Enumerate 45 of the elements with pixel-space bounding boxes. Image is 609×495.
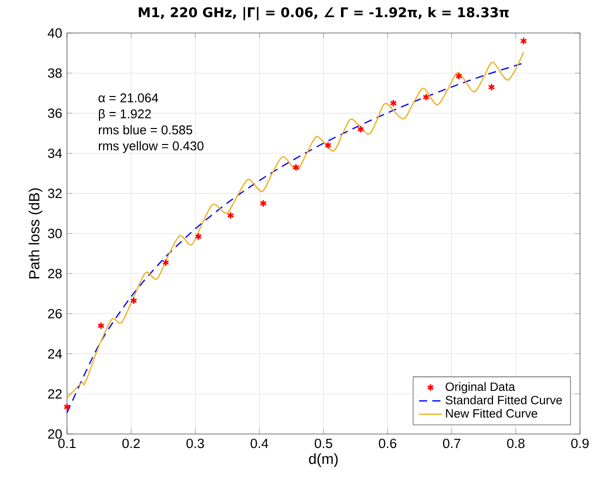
x-tick-label: 0.7 — [443, 438, 460, 448]
x-tick-label: 0.4 — [250, 438, 268, 448]
y-tick-label: 38 — [48, 68, 62, 78]
point — [97, 322, 104, 330]
y-tick-label: 36 — [48, 108, 62, 118]
chart-title: M1, 220 GHz, |Γ| = 0.06, ∠ Γ = -1.92π, k = 18.33π — [138, 6, 509, 20]
x-tick-label: 0.9 — [571, 438, 589, 448]
annotation: α = 21.064 — [98, 93, 158, 102]
legend-label: Standard Fitted Curve — [446, 396, 562, 404]
y-tick-label: 24 — [48, 349, 62, 358]
point — [488, 83, 496, 92]
point — [194, 232, 202, 240]
point — [260, 199, 267, 208]
annotation: rms yellow = 0.430 — [98, 141, 204, 153]
x-tick-label: 0.1 — [58, 438, 76, 448]
point — [64, 402, 71, 411]
y-tick-label: 26 — [48, 308, 62, 318]
point — [227, 212, 234, 220]
x-tick-label: 0.5 — [314, 438, 332, 448]
y-tick-label: 34 — [48, 148, 62, 158]
point — [357, 125, 364, 134]
point — [390, 99, 397, 108]
point — [324, 141, 332, 150]
legend-label: Original Data — [446, 382, 516, 394]
annotation: rms blue = 0.585 — [98, 125, 192, 134]
point — [130, 296, 138, 305]
x-tick-label: 0.8 — [507, 438, 525, 448]
x-tick-label: 0.3 — [186, 438, 204, 448]
annotation: β = 1.922 — [98, 109, 151, 121]
y-tick-label: 20 — [48, 429, 62, 439]
y-tick-label: 22 — [48, 389, 62, 399]
y-tick-label: 32 — [48, 188, 62, 198]
point — [422, 93, 430, 102]
x-axis-title: d(m) — [309, 453, 338, 467]
y-tick-label: 40 — [48, 28, 62, 38]
point — [162, 258, 170, 266]
y-axis-title: Path loss (dB) — [28, 188, 42, 278]
point — [455, 72, 462, 80]
y-tick-label: 28 — [48, 268, 62, 278]
legend-label: New Fitted Curve — [446, 408, 538, 418]
y-tick-label: 30 — [48, 228, 62, 238]
point — [520, 37, 528, 45]
x-tick-label: 0.6 — [378, 438, 396, 448]
point — [292, 163, 300, 172]
x-tick-label: 0.2 — [122, 438, 140, 448]
